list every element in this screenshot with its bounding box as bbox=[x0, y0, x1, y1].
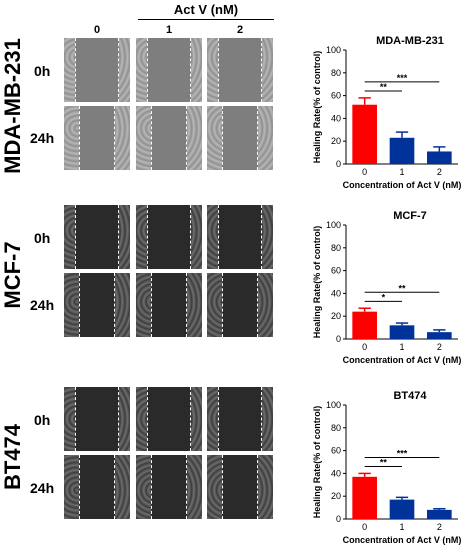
micrograph-mda-24h-dose2 bbox=[207, 106, 273, 170]
time-label-mda-0h: 0h bbox=[34, 63, 51, 79]
x-tick-label: 2 bbox=[437, 522, 442, 532]
cell-line-label-bt474: BT474 bbox=[0, 423, 25, 491]
significance-label: * bbox=[382, 292, 386, 302]
y-tick-label: 40 bbox=[331, 288, 341, 298]
bar-0 bbox=[352, 104, 377, 164]
bar-1 bbox=[389, 499, 415, 519]
y-tick-label: 0 bbox=[336, 514, 341, 524]
y-tick-label: 60 bbox=[331, 91, 341, 101]
bar-1 bbox=[389, 137, 415, 164]
micrograph-bt474-0h-dose0 bbox=[64, 387, 130, 451]
micrograph-mcf7-24h-dose2 bbox=[207, 273, 273, 337]
time-label-mcf7-24h: 24h bbox=[30, 297, 55, 313]
y-tick-label: 40 bbox=[331, 113, 341, 123]
micrograph-bt474-24h-dose1 bbox=[136, 455, 202, 519]
y-tick-label: 80 bbox=[331, 243, 341, 253]
significance-label: *** bbox=[397, 73, 408, 83]
y-tick-label: 100 bbox=[326, 45, 341, 55]
y-tick-label: 60 bbox=[331, 446, 341, 456]
y-tick-label: 100 bbox=[326, 400, 341, 410]
micrograph-bt474-24h-dose0 bbox=[64, 455, 130, 519]
x-tick-label: 1 bbox=[399, 167, 404, 177]
micrograph-mda-24h-dose1 bbox=[136, 106, 202, 170]
micrograph-mcf7-24h-dose1 bbox=[136, 273, 202, 337]
micrograph-bt474-0h-dose1 bbox=[136, 387, 202, 451]
micrograph-mda-0h-dose0 bbox=[64, 38, 130, 102]
y-tick-label: 20 bbox=[331, 491, 341, 501]
significance-label: ** bbox=[380, 82, 388, 92]
significance-label: *** bbox=[397, 448, 408, 458]
x-tick-label: 2 bbox=[437, 167, 442, 177]
y-tick-label: 0 bbox=[336, 159, 341, 169]
y-axis-label: Healing Rate(% of control) bbox=[312, 226, 322, 339]
micrograph-mcf7-24h-dose0 bbox=[64, 273, 130, 337]
micrograph-bt474-24h-dose2 bbox=[207, 455, 273, 519]
dose-label-2: 2 bbox=[236, 24, 244, 36]
micrograph-mcf7-0h-dose0 bbox=[64, 205, 130, 269]
x-axis-label: Concentration of Act V (nM) bbox=[343, 355, 462, 365]
y-tick-label: 80 bbox=[331, 423, 341, 433]
y-tick-label: 60 bbox=[331, 266, 341, 276]
bar-2 bbox=[427, 509, 452, 519]
micrograph-bt474-0h-dose2 bbox=[207, 387, 273, 451]
x-tick-label: 1 bbox=[399, 522, 404, 532]
x-tick-label: 1 bbox=[399, 342, 404, 352]
micrograph-mcf7-0h-dose1 bbox=[136, 205, 202, 269]
dose-label-0: 0 bbox=[93, 24, 101, 36]
bar-0 bbox=[352, 311, 377, 339]
time-label-mda-24h: 24h bbox=[30, 130, 55, 146]
micrograph-mda-0h-dose2 bbox=[207, 38, 273, 102]
x-axis-label: Concentration of Act V (nM) bbox=[343, 535, 462, 545]
bar-2 bbox=[427, 151, 452, 164]
y-tick-label: 20 bbox=[331, 136, 341, 146]
micrograph-mcf7-0h-dose2 bbox=[207, 205, 273, 269]
bar-0 bbox=[352, 476, 377, 519]
micrograph-mda-24h-dose0 bbox=[64, 106, 130, 170]
treatment-header: Act V (nM) bbox=[173, 2, 239, 17]
y-tick-label: 20 bbox=[331, 311, 341, 321]
chart-title: MDA-MB-231 bbox=[376, 35, 444, 47]
bar-1 bbox=[389, 325, 415, 339]
x-tick-label: 0 bbox=[362, 522, 367, 532]
y-tick-label: 0 bbox=[336, 334, 341, 344]
cell-line-label-mda: MDA-MB-231 bbox=[0, 38, 25, 174]
x-tick-label: 2 bbox=[437, 342, 442, 352]
chart-title: BT474 bbox=[393, 390, 427, 402]
chart-title: MCF-7 bbox=[393, 210, 427, 222]
time-label-mcf7-0h: 0h bbox=[34, 230, 51, 246]
significance-label: ** bbox=[398, 283, 406, 293]
dose-label-1: 1 bbox=[165, 24, 173, 36]
x-tick-label: 0 bbox=[362, 342, 367, 352]
micrograph-mda-0h-dose1 bbox=[136, 38, 202, 102]
y-tick-label: 40 bbox=[331, 468, 341, 478]
significance-label: ** bbox=[380, 458, 388, 468]
y-axis-label: Healing Rate(% of control) bbox=[312, 406, 322, 519]
cell-line-label-mcf7: MCF-7 bbox=[0, 241, 25, 309]
x-axis-label: Concentration of Act V (nM) bbox=[343, 180, 462, 190]
time-label-bt474-24h: 24h bbox=[30, 480, 55, 496]
x-tick-label: 0 bbox=[362, 167, 367, 177]
y-tick-label: 100 bbox=[326, 220, 341, 230]
y-tick-label: 80 bbox=[331, 68, 341, 78]
time-label-bt474-0h: 0h bbox=[34, 412, 51, 428]
bar-2 bbox=[427, 332, 452, 339]
treatment-header-line bbox=[138, 19, 274, 20]
y-axis-label: Healing Rate(% of control) bbox=[312, 51, 322, 164]
